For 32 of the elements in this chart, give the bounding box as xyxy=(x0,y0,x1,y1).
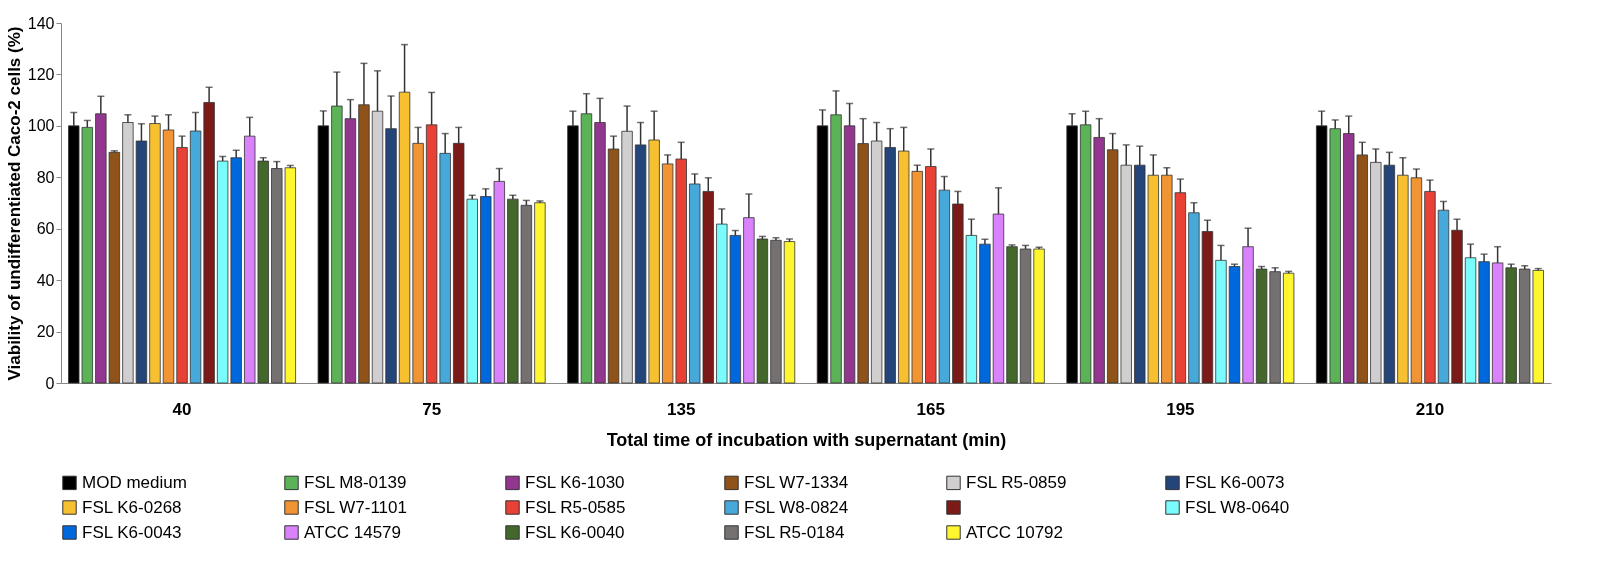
legend-label: ATCC 14579 xyxy=(304,522,402,542)
y-axis-title: Viability of undifferentiated Caco-2 cells (%) xyxy=(4,26,24,381)
y-tick-label: 120 xyxy=(27,65,55,83)
y-tick-label: 140 xyxy=(27,14,55,32)
y-tick-label: 20 xyxy=(36,323,55,341)
y-tick-label: 80 xyxy=(36,168,55,186)
legend-label: FSL W7-1101 xyxy=(304,497,407,517)
legend-label: ATCC 10792 xyxy=(966,522,1064,542)
legend-label: FSL K6-0268 xyxy=(82,497,182,517)
x-tick-label: 75 xyxy=(422,399,442,419)
legend-label: FSL R5-0859 xyxy=(966,472,1067,492)
legend-label: FSL W8-0824 xyxy=(744,497,849,517)
legend-label: FSL K6-0043 xyxy=(82,522,182,542)
y-tick-label: 100 xyxy=(27,117,55,135)
legend-label: FSL R5-0184 xyxy=(744,522,845,542)
y-tick-label: 0 xyxy=(45,374,55,392)
legend-label: FSL R5-0585 xyxy=(525,497,626,517)
legend-label: FSL W8-0640 xyxy=(1185,497,1290,517)
legend-label: FSL M8-0139 xyxy=(304,472,407,492)
legend-label: FSL K6-1030 xyxy=(525,472,625,492)
x-tick-label: 210 xyxy=(1415,399,1445,419)
legend-label: MOD medium xyxy=(82,472,187,492)
y-tick-label: 60 xyxy=(36,220,55,238)
x-tick-label: 40 xyxy=(172,399,192,419)
x-tick-label: 195 xyxy=(1166,399,1195,419)
x-axis-title: Total time of incubation with supernatant (min) xyxy=(606,429,1007,450)
x-tick-label: 135 xyxy=(667,399,696,419)
x-tick-label: 165 xyxy=(916,399,945,419)
legend-label: FSL W7-1334 xyxy=(744,472,849,492)
legend-label: FSL K6-0073 xyxy=(1185,472,1285,492)
legend-label: FSL K6-0040 xyxy=(525,522,625,542)
y-tick-label: 40 xyxy=(36,271,55,289)
